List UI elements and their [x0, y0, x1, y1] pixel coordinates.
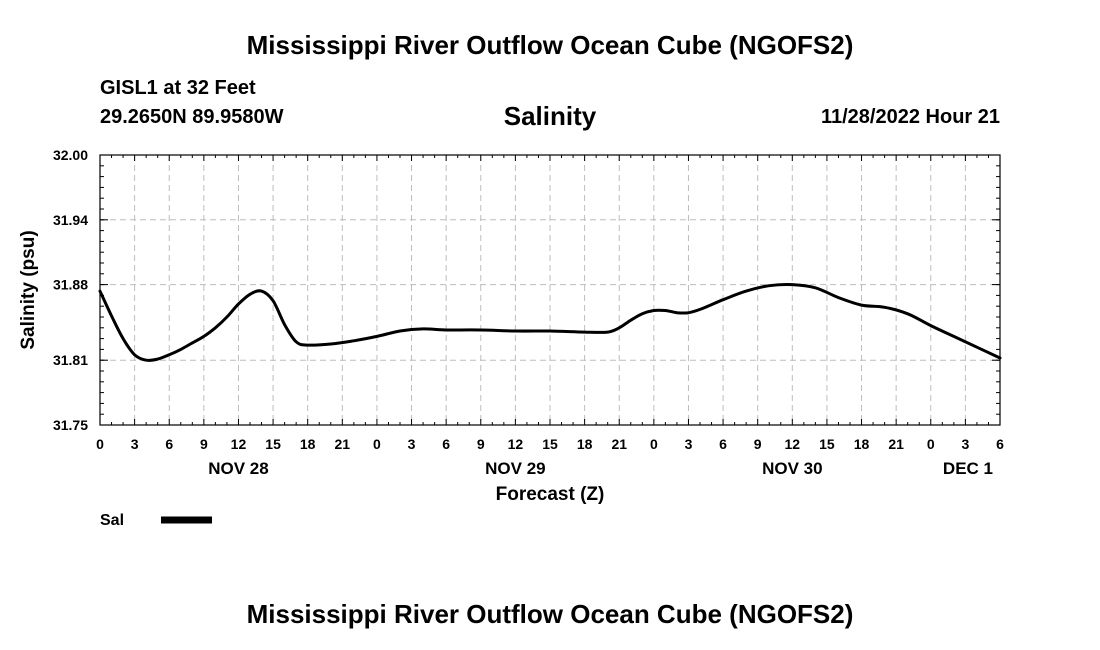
x-tick-label: 0	[373, 436, 381, 452]
date-label: DEC 1	[943, 459, 993, 478]
x-tick-label: 3	[961, 436, 969, 452]
x-tick-label: 3	[685, 436, 693, 452]
date-label: NOV 30	[762, 459, 822, 478]
x-tick-label: 12	[508, 436, 524, 452]
date-label: NOV 29	[485, 459, 545, 478]
x-tick-label: 6	[442, 436, 450, 452]
x-tick-label: 3	[408, 436, 416, 452]
y-tick-label: 31.94	[53, 212, 88, 228]
x-tick-label: 21	[611, 436, 627, 452]
x-tick-label: 6	[996, 436, 1004, 452]
station-name: GISL1 at 32 Feet	[100, 77, 256, 99]
x-tick-label: 15	[265, 436, 281, 452]
forecast-datetime: 11/28/2022 Hour 21	[820, 106, 1000, 128]
chart-title: Salinity	[503, 101, 597, 131]
x-tick-label: 3	[131, 436, 139, 452]
x-tick-label: 12	[785, 436, 801, 452]
x-tick-label: 21	[888, 436, 904, 452]
y-tick-label: 31.75	[53, 417, 88, 433]
x-tick-label: 18	[300, 436, 316, 452]
y-tick-label: 31.88	[53, 277, 88, 293]
x-tick-label: 9	[200, 436, 208, 452]
date-label: NOV 28	[208, 459, 268, 478]
x-tick-label: 18	[577, 436, 593, 452]
legend-label-sal: Sal	[100, 512, 124, 529]
main-title: Mississippi River Outflow Ocean Cube (NG…	[246, 30, 854, 60]
y-axis-title: Salinity (psu)	[18, 230, 39, 349]
x-tick-label: 15	[819, 436, 835, 452]
grid-layer	[100, 155, 1000, 425]
x-tick-label: 6	[165, 436, 173, 452]
x-tick-label: 15	[542, 436, 558, 452]
x-tick-label: 6	[719, 436, 727, 452]
y-tick-label: 31.81	[53, 352, 88, 368]
x-tick-label: 0	[650, 436, 658, 452]
bottom-title: Mississippi River Outflow Ocean Cube (NG…	[246, 599, 854, 629]
x-tick-label: 9	[754, 436, 762, 452]
x-tick-label: 0	[96, 436, 104, 452]
x-tick-label: 12	[231, 436, 247, 452]
label-layer: 0 3 6 9 12 15 18 21 0 3 6 9 12 15 18 21 0 3 6 9 12 15 18 21 0 3 6 3…	[53, 147, 1004, 478]
x-tick-label: 18	[854, 436, 870, 452]
tick-layer	[99, 154, 1001, 426]
x-tick-label: 0	[927, 436, 935, 452]
x-tick-label: 9	[477, 436, 485, 452]
x-axis-title: Forecast (Z)	[496, 484, 605, 505]
x-tick-label: 21	[335, 436, 351, 452]
station-coordinates: 29.2650N 89.9580W	[100, 106, 284, 128]
series-line-sal	[98, 282, 1002, 362]
y-tick-label: 32.00	[53, 147, 88, 163]
